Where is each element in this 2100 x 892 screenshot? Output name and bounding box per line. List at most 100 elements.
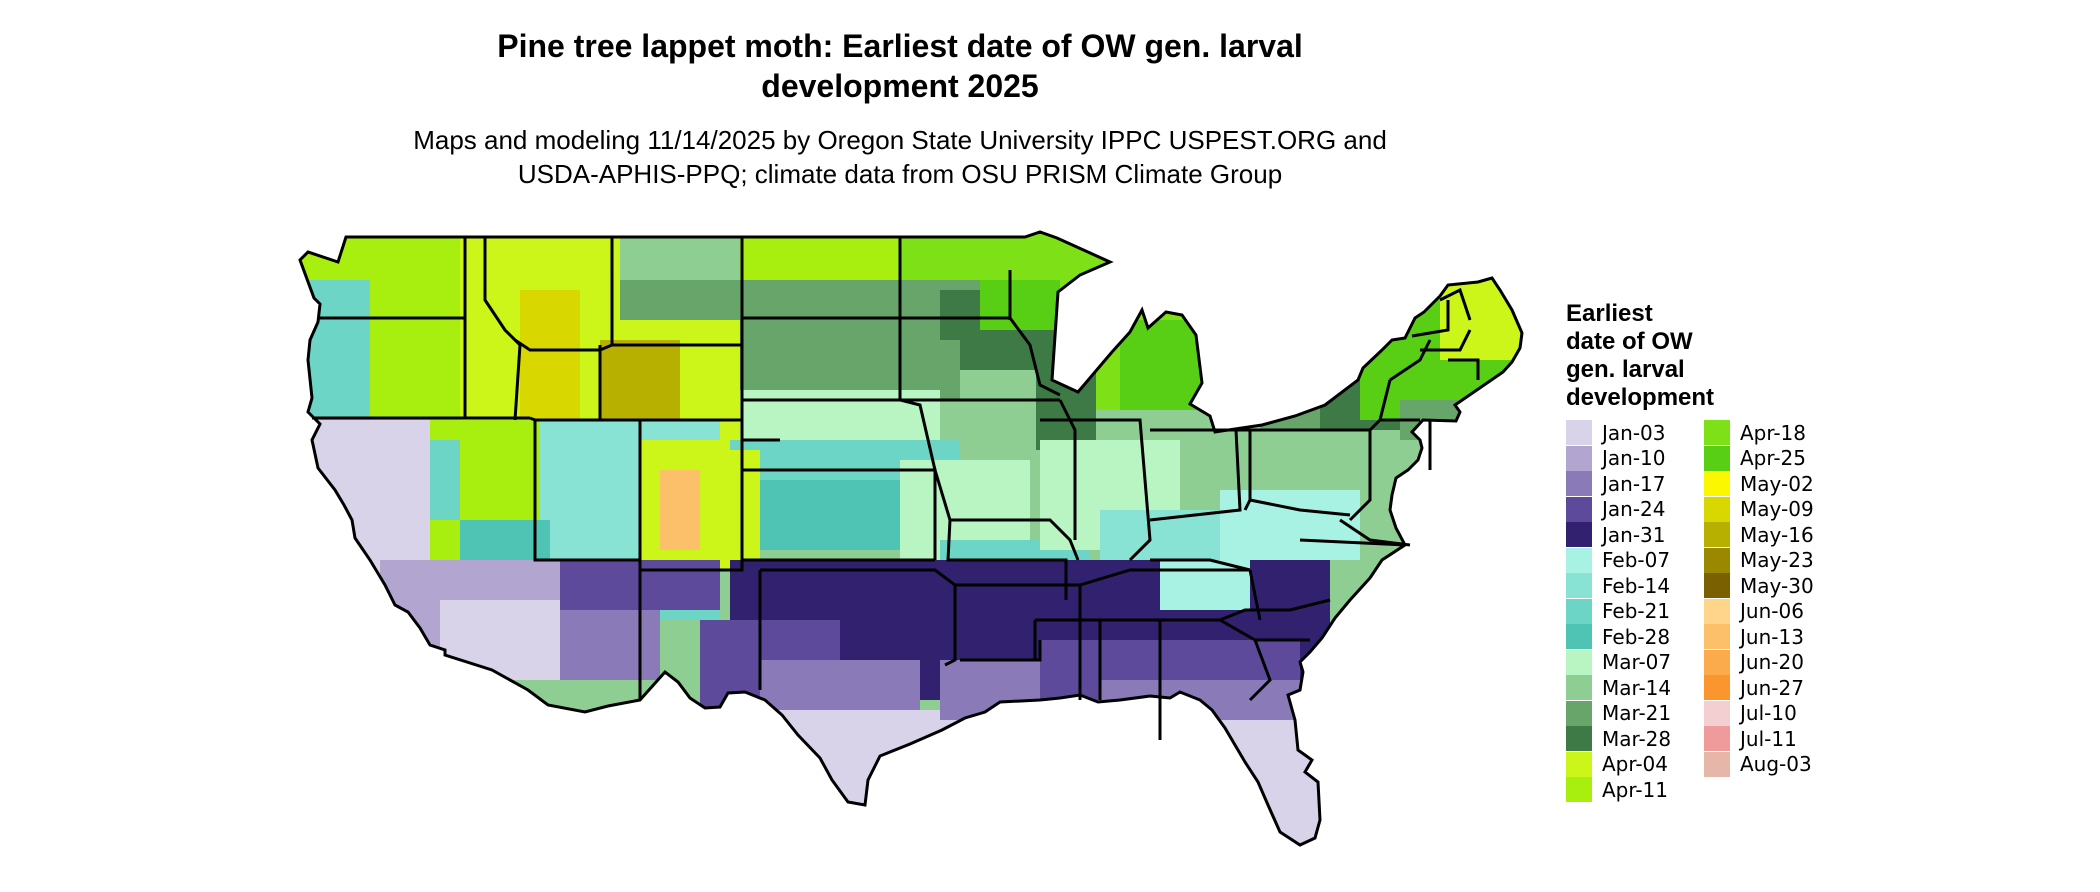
legend-item: Mar-14 [1566, 675, 1671, 700]
legend-label: Feb-21 [1602, 599, 1671, 623]
legend-label: May-16 [1740, 522, 1814, 547]
legend-item: Apr-04 [1566, 751, 1668, 777]
legend-swatch [1704, 471, 1730, 496]
legend-swatch [1566, 420, 1592, 445]
legend-title-line-2: date of OW [1566, 328, 1693, 355]
map-subtitle: Maps and modeling 11/14/2025 by Oregon S… [300, 123, 1500, 191]
legend-item: Mar-07 [1566, 649, 1672, 675]
legend-label: Apr-11 [1602, 777, 1668, 802]
legend-label: Mar-21 [1602, 701, 1672, 725]
legend-swatch [1566, 675, 1592, 700]
legend-swatch [1704, 598, 1730, 624]
legend-item: Jan-24 [1566, 496, 1666, 522]
legend-label: Mar-07 [1602, 650, 1672, 674]
legend-swatch [1566, 547, 1592, 573]
legend-swatch [1566, 777, 1592, 802]
legend-label: May-30 [1740, 573, 1814, 598]
state-boundaries [298, 230, 1524, 847]
title-line-1: Pine tree lappet moth: Earliest date of … [497, 28, 1303, 64]
legend-item: Apr-25 [1704, 445, 1806, 471]
legend-swatch [1566, 471, 1592, 496]
legend-swatch [1704, 675, 1730, 700]
legend-swatch [1704, 547, 1730, 573]
legend-swatch [1704, 700, 1730, 726]
legend-label: Jan-10 [1602, 446, 1666, 470]
legend-item: May-16 [1704, 522, 1814, 547]
legend-swatch [1566, 649, 1592, 675]
legend-label: Feb-14 [1602, 573, 1671, 598]
legend-swatch [1704, 522, 1730, 547]
legend-swatch [1566, 624, 1592, 649]
title-line-2: development 2025 [761, 68, 1039, 104]
subtitle-line-2: USDA-APHIS-PPQ; climate data from OSU PR… [517, 159, 1283, 189]
legend-swatch [1704, 624, 1730, 649]
legend-label: Jun-13 [1740, 624, 1804, 649]
legend-label: Jan-17 [1602, 471, 1666, 496]
legend-item: Jan-03 [1566, 420, 1666, 445]
legend-item: Jan-31 [1566, 522, 1666, 547]
legend-label: Apr-18 [1740, 420, 1806, 445]
legend-item: Jun-13 [1704, 624, 1804, 649]
legend-swatch [1704, 573, 1730, 598]
legend-label: Jul-11 [1740, 726, 1797, 751]
legend-label: Apr-25 [1740, 446, 1806, 470]
legend-label: Jan-03 [1602, 420, 1666, 445]
legend-label: May-02 [1740, 471, 1814, 496]
legend-swatch [1704, 751, 1730, 777]
legend-item: Apr-18 [1704, 420, 1806, 445]
legend-item: Mar-21 [1566, 700, 1672, 726]
legend-item: May-02 [1704, 471, 1814, 496]
legend-title-line-3: gen. larval [1566, 356, 1685, 383]
legend-label: Jun-20 [1740, 650, 1804, 674]
legend-item: Feb-07 [1566, 547, 1671, 573]
legend-item: Jun-06 [1704, 598, 1804, 624]
legend-item: Aug-03 [1704, 751, 1812, 777]
legend-label: May-09 [1740, 497, 1814, 521]
legend-label: Jan-31 [1602, 522, 1666, 547]
legend-item: Apr-11 [1566, 777, 1668, 802]
legend-swatch [1566, 445, 1592, 471]
legend-item: Jul-11 [1704, 726, 1797, 751]
legend-swatch [1704, 726, 1730, 751]
legend-swatch [1566, 598, 1592, 624]
legend-title-line-4: development [1566, 384, 1715, 411]
legend-swatch [1704, 420, 1730, 445]
map-title: Pine tree lappet moth: Earliest date of … [300, 26, 1500, 106]
legend-label: May-23 [1740, 548, 1814, 572]
legend-label: Jan-24 [1602, 497, 1666, 521]
legend-item: May-23 [1704, 547, 1814, 573]
legend-item: Feb-14 [1566, 573, 1670, 598]
legend-item: Jun-20 [1704, 649, 1804, 675]
legend-swatch [1566, 700, 1592, 726]
legend-label: Feb-07 [1602, 548, 1671, 572]
legend-label: Jul-10 [1740, 701, 1797, 725]
legend-title: Earliest date of OW gen. larval developm… [1566, 300, 1786, 412]
legend-label: Feb-28 [1602, 624, 1671, 649]
legend-label: Mar-14 [1602, 675, 1672, 700]
legend-swatch [1704, 649, 1730, 675]
legend-label: Jun-27 [1740, 675, 1804, 700]
legend-title-line-1: Earliest [1566, 300, 1653, 327]
legend-swatch [1566, 496, 1592, 522]
legend-item: May-09 [1704, 496, 1814, 522]
legend-swatch [1566, 573, 1592, 598]
legend-label: Aug-03 [1740, 752, 1812, 776]
legend-item: Jul-10 [1704, 700, 1797, 726]
legend-item: Mar-28 [1566, 726, 1671, 751]
legend-swatch [1566, 726, 1592, 751]
legend-label: Jun-06 [1740, 599, 1804, 623]
legend-swatch [1566, 751, 1592, 777]
legend-swatch [1704, 445, 1730, 471]
legend-item: Jan-10 [1566, 445, 1666, 471]
legend-item: May-30 [1704, 573, 1814, 598]
legend-label: Apr-04 [1602, 752, 1668, 776]
legend-item: Jun-27 [1704, 675, 1804, 700]
legend-swatch [1566, 522, 1592, 547]
legend-label: Mar-28 [1602, 726, 1672, 751]
legend-item: Jan-17 [1566, 471, 1666, 496]
legend-item: Feb-28 [1566, 624, 1670, 649]
legend-item: Feb-21 [1566, 598, 1671, 624]
subtitle-line-1: Maps and modeling 11/14/2025 by Oregon S… [413, 125, 1387, 155]
legend-swatch [1704, 496, 1730, 522]
